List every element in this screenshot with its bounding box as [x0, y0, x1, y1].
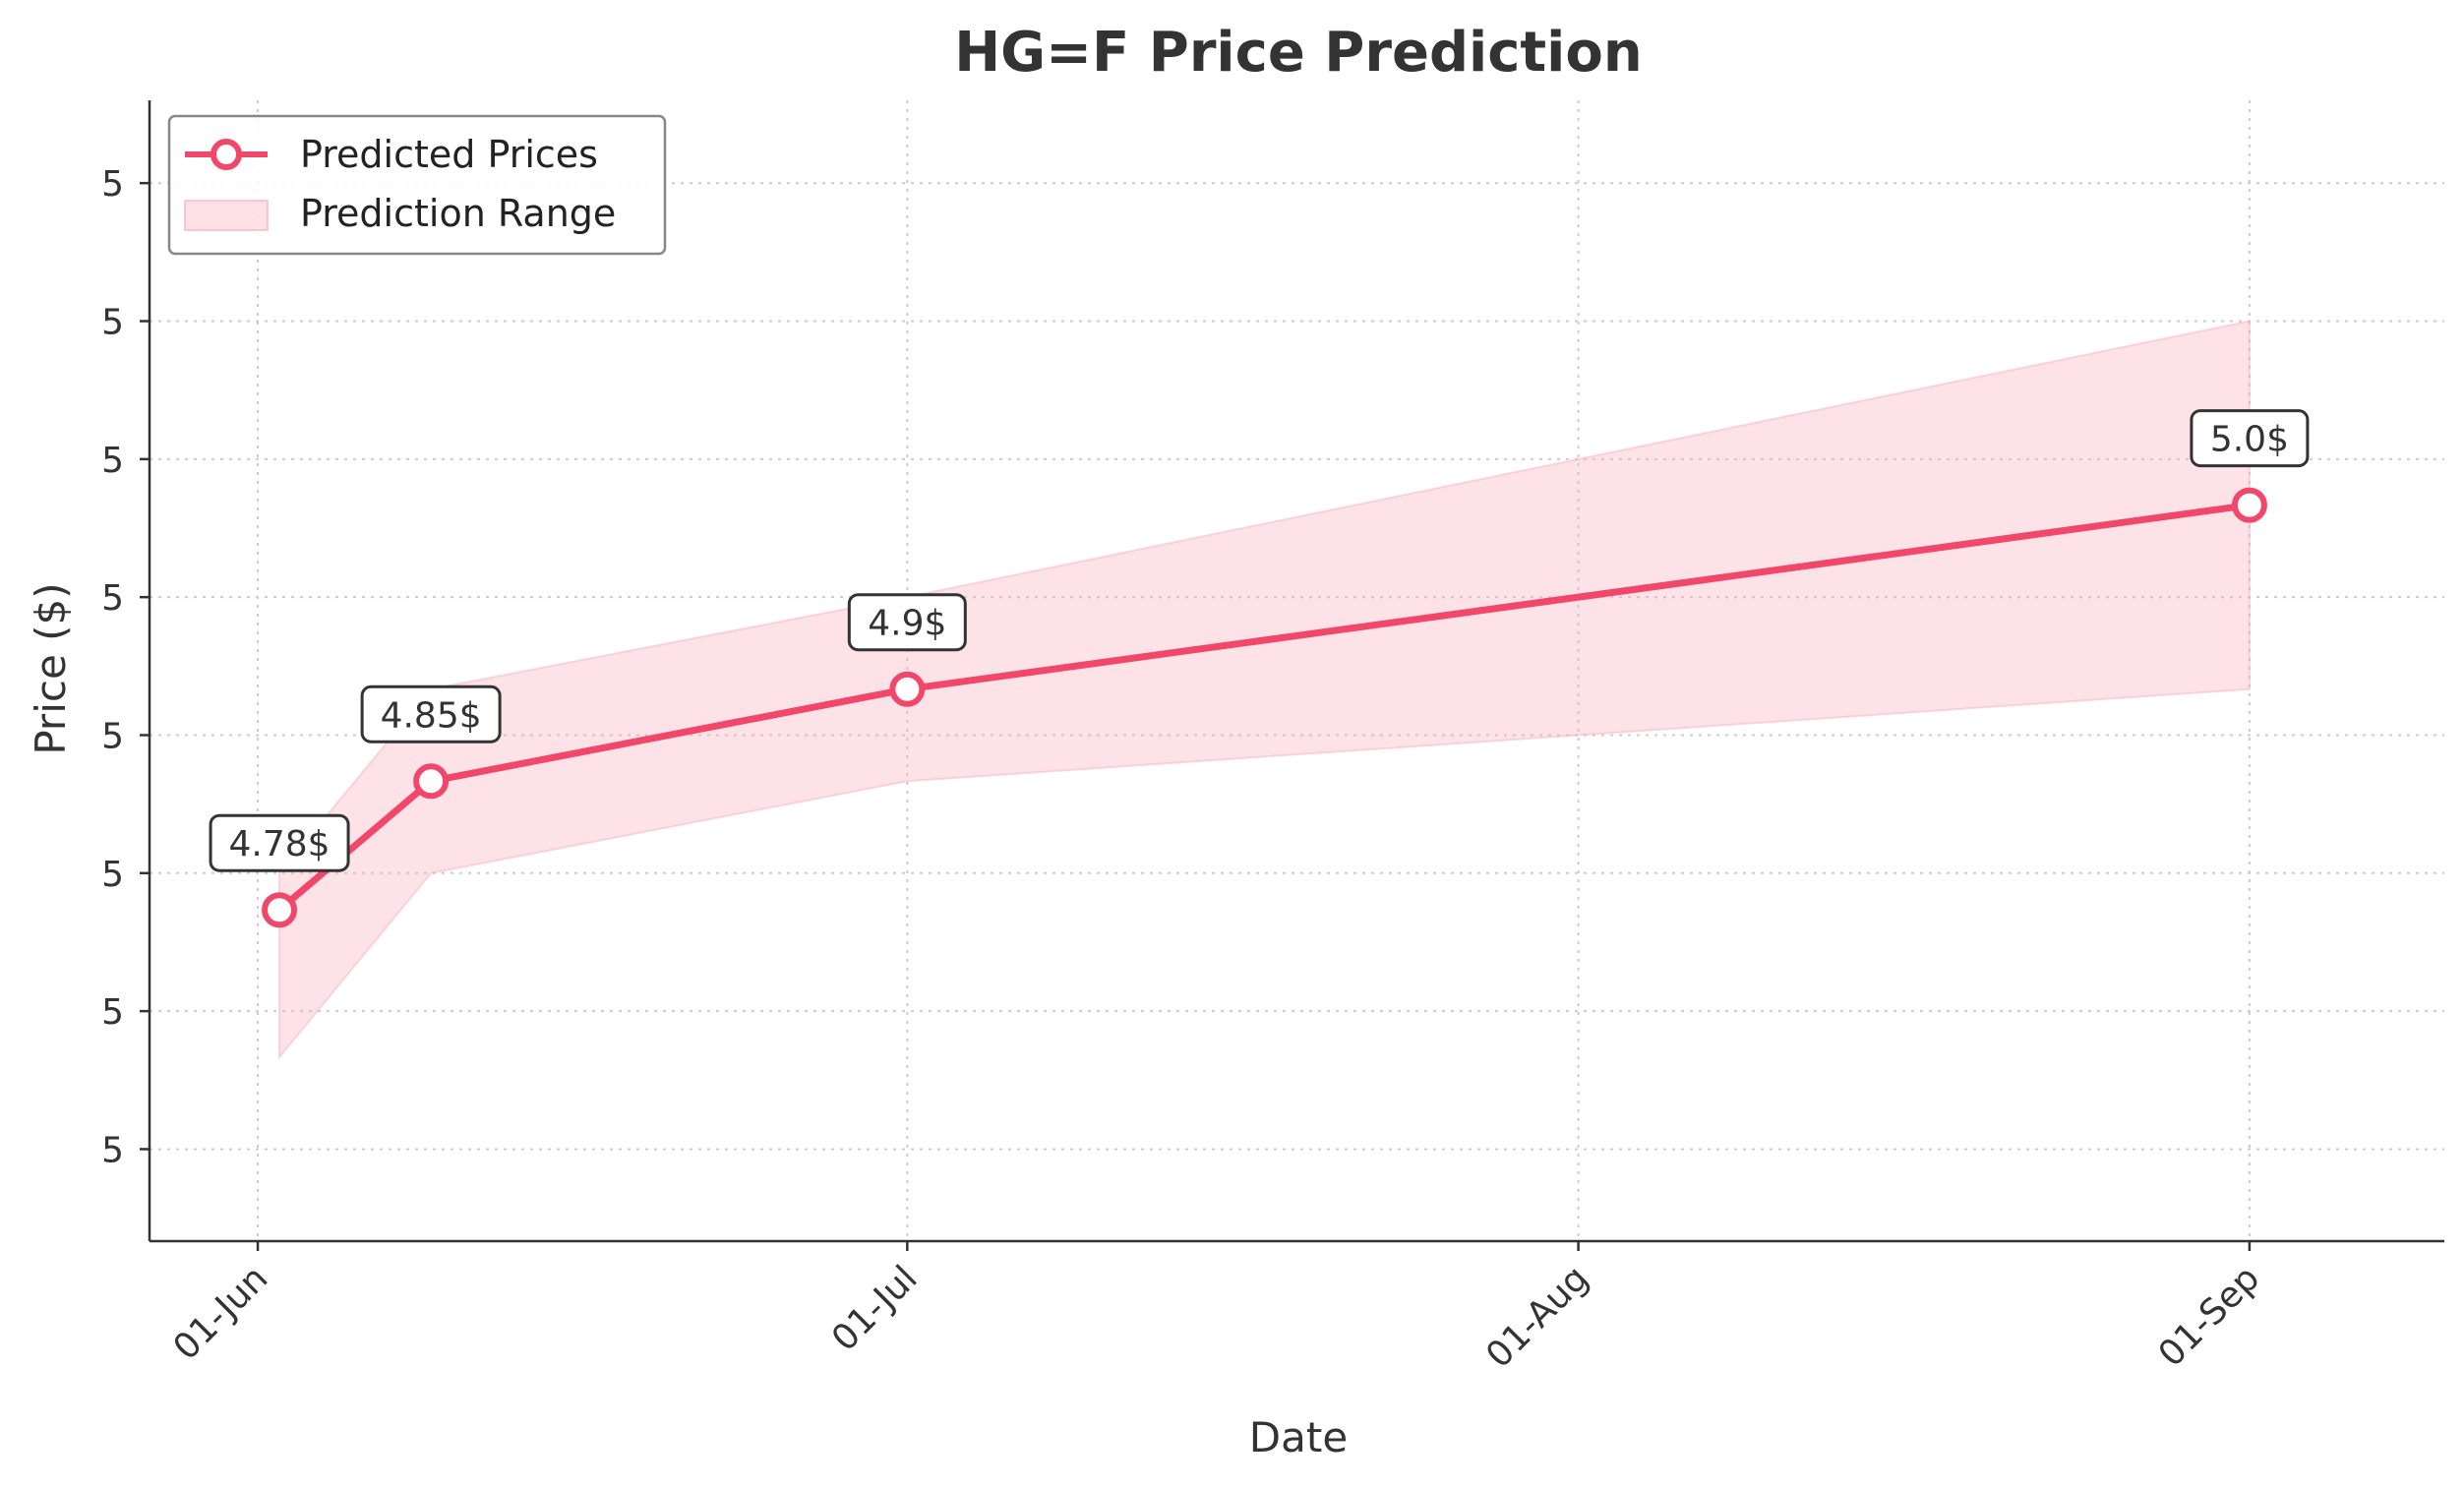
legend-marker-swatch: [210, 139, 242, 170]
y-tick-label: 5: [101, 716, 124, 756]
data-label-box: [209, 813, 350, 872]
prediction-range-area: [278, 320, 2251, 1060]
data-label-box: [2190, 409, 2310, 468]
x-tick-label: 01-Jun: [166, 1258, 276, 1368]
prediction-range-layer: [278, 320, 2251, 1060]
y-tick-label: 5: [101, 578, 124, 619]
predicted-prices-line: [276, 502, 2251, 913]
legend-frame: [167, 114, 667, 256]
legend: Predicted Prices Prediction Range: [167, 114, 667, 256]
y-tick-label: 5: [101, 1130, 124, 1170]
data-label: 5.0$: [2190, 409, 2310, 468]
data-label-text: 4.9$: [868, 604, 946, 644]
data-label-text: 4.85$: [381, 695, 482, 736]
predicted-price-point: [262, 892, 298, 928]
chart-title: HG=F Price Prediction: [954, 21, 1642, 85]
predicted-prices-layer: [262, 487, 2267, 928]
x-tick-label: 01-Aug: [1478, 1258, 1596, 1376]
legend-label-prediction-range: Prediction Range: [300, 192, 616, 235]
y-tick-label: 5: [101, 441, 124, 481]
data-label-text: 4.78$: [229, 824, 331, 864]
data-label: 4.85$: [360, 684, 502, 744]
y-axis-label: Price ($): [27, 582, 75, 754]
data-label-box: [360, 684, 502, 744]
predicted-price-point: [413, 763, 450, 800]
x-tick-label: 01-Sep: [2151, 1258, 2268, 1375]
data-label: 4.78$: [209, 813, 350, 872]
y-tick-label: 5: [101, 164, 124, 205]
x-tick-label: 01-Jul: [824, 1258, 926, 1359]
grid-layer: [150, 100, 2444, 1241]
x-axis-label: Date: [1249, 1413, 1348, 1461]
y-tick-label: 5: [101, 992, 124, 1033]
data-label-box: [847, 593, 967, 652]
predicted-price-point: [889, 671, 926, 707]
legend-label-predicted-prices: Predicted Prices: [300, 133, 598, 176]
predicted-price-point: [2231, 487, 2267, 523]
legend-area-swatch: [184, 200, 269, 231]
y-tick-label: 5: [101, 303, 124, 343]
data-label: 4.9$: [847, 593, 967, 652]
y-tick-label: 5: [101, 855, 124, 895]
data-label-text: 5.0$: [2210, 420, 2289, 460]
annotation-layer: 4.78$ 4.85$ 4.9$ 5.0$: [209, 409, 2310, 872]
